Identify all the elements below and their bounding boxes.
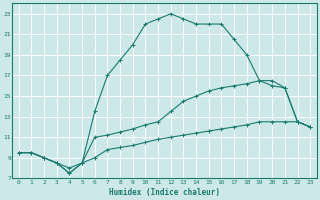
X-axis label: Humidex (Indice chaleur): Humidex (Indice chaleur) [109,188,220,197]
